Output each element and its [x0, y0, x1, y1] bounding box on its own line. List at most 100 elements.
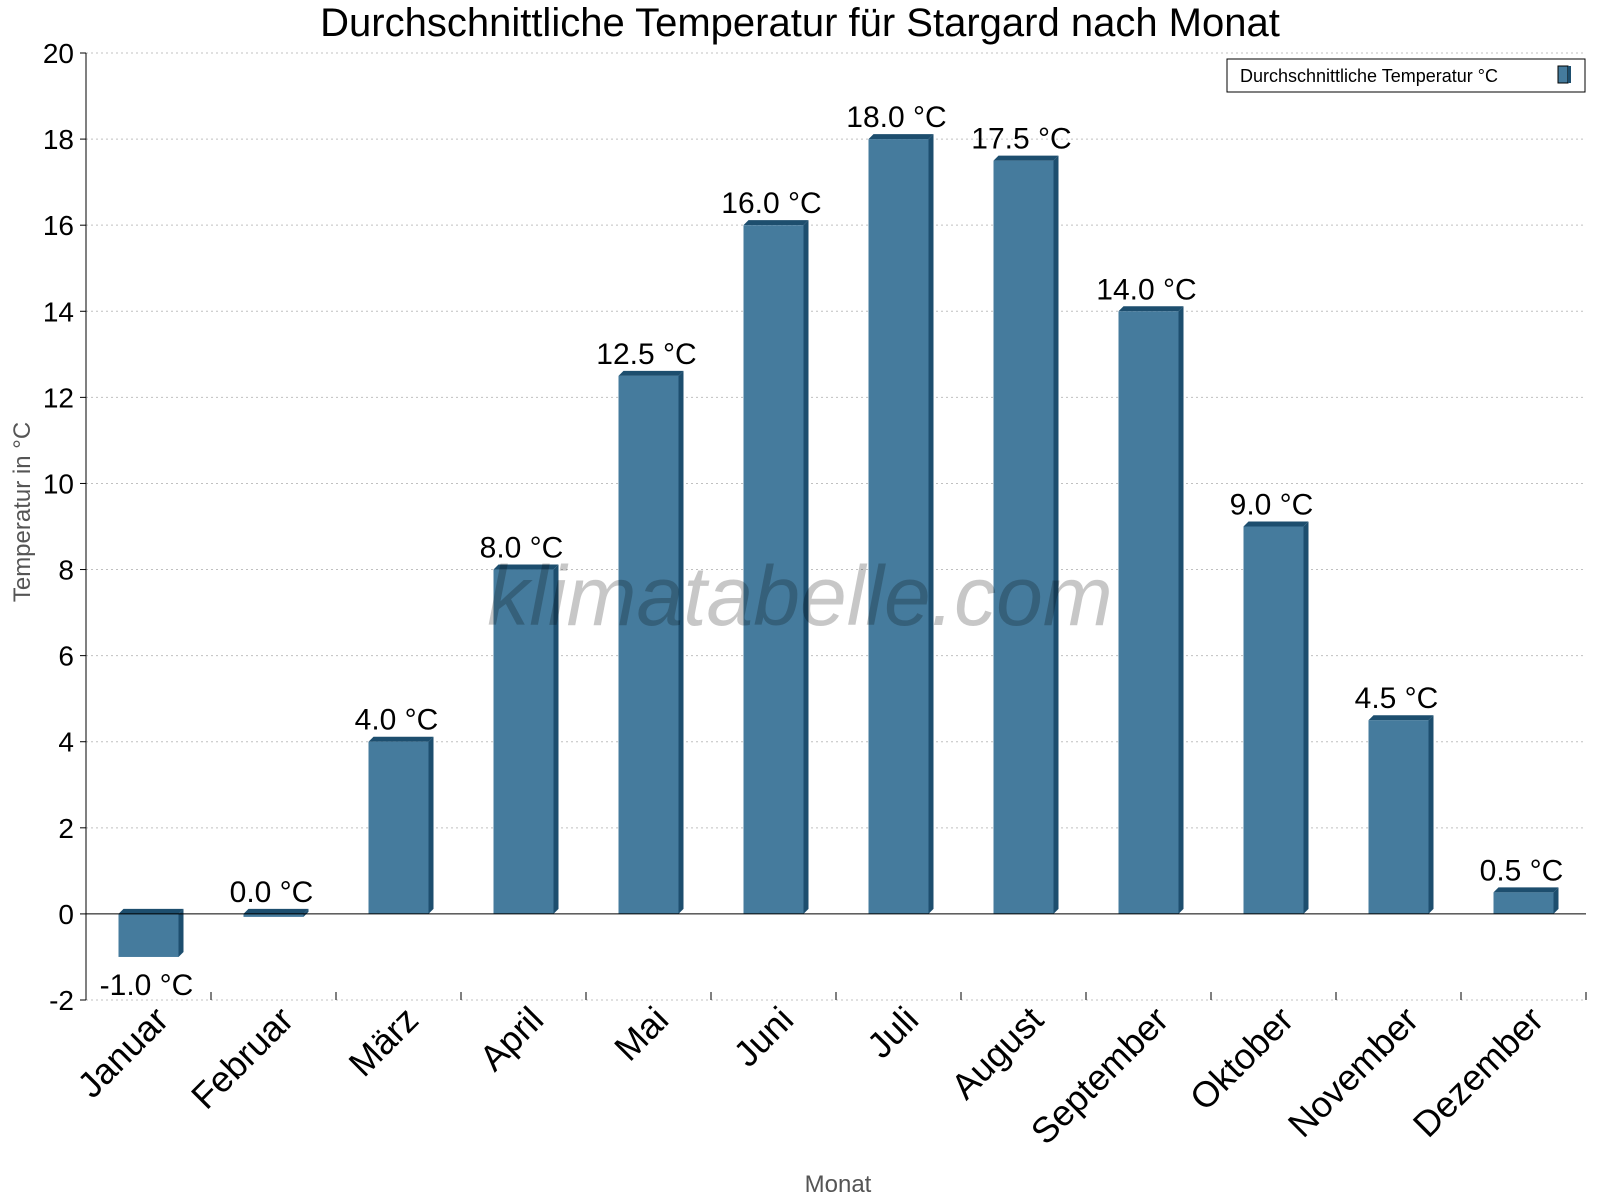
y-tick-label: 18 [43, 124, 74, 155]
y-tick-label: 16 [43, 210, 74, 241]
bar-side [303, 908, 309, 917]
bar [743, 220, 809, 914]
bar [618, 370, 684, 914]
bar-face [493, 569, 554, 914]
bar-side [803, 220, 809, 914]
bar-value-label: 4.0 °C [355, 704, 439, 737]
bar-value-label: 9.0 °C [1230, 489, 1314, 522]
y-tick-label: 6 [58, 641, 74, 672]
bar [1243, 521, 1309, 914]
bar [1368, 715, 1434, 914]
bar-top [1243, 521, 1309, 527]
bar [993, 155, 1059, 914]
bar-face [1243, 526, 1304, 914]
y-tick-labels: -2 0 2 4 6 8 10 12 14 16 18 20 [43, 38, 74, 1016]
bar-side [1553, 887, 1559, 914]
bar [493, 564, 559, 914]
y-axis-title: Temperatur in °C [9, 422, 36, 602]
bar-top [993, 155, 1059, 161]
bar [1118, 306, 1184, 914]
bar-side [1178, 306, 1184, 914]
bar-value-label: 18.0 °C [846, 101, 946, 134]
legend-swatch-side [1568, 66, 1571, 83]
bar-top [1493, 887, 1559, 893]
bar-value-label: 0.0 °C [230, 876, 314, 909]
x-category-label: Mai [606, 999, 676, 1069]
x-category-label: März [341, 999, 427, 1085]
y-tick-label: -2 [49, 985, 74, 1016]
bar-side [1428, 715, 1434, 914]
bar-side [1303, 521, 1309, 914]
x-axis-title: Monat [805, 1171, 872, 1198]
bar-side [178, 908, 184, 957]
bar-face [1368, 720, 1429, 914]
x-category-label: Dezember [1405, 999, 1551, 1145]
y-tick-label: 10 [43, 468, 74, 499]
bar-top [1118, 306, 1184, 312]
legend-swatch [1557, 65, 1569, 84]
bar-face [368, 741, 429, 914]
bar-top [243, 908, 309, 914]
chart-title: Durchschnittliche Temperatur für Stargar… [320, 1, 1280, 45]
bar-side [428, 736, 434, 914]
bar-face [1118, 311, 1179, 914]
bar-value-labels: -1.0 °C 0.0 °C 4.0 °C 8.0 °C 12.5 °C 16.0 °C 1… [100, 101, 1564, 1002]
bar-top [118, 908, 184, 914]
bars [118, 134, 1559, 957]
bar-value-label: 8.0 °C [480, 532, 564, 565]
bar-top [868, 134, 934, 140]
bar [868, 134, 934, 914]
x-category-label: November [1280, 999, 1426, 1145]
bar-value-label: 17.5 °C [971, 123, 1071, 156]
bar-value-label: 14.0 °C [1096, 273, 1196, 306]
bar-value-label: 12.5 °C [596, 338, 696, 371]
bar-value-label: 4.5 °C [1355, 682, 1439, 715]
y-tick-label: 12 [43, 382, 74, 413]
x-category-label: Juni [725, 999, 801, 1075]
x-category-label: Juli [859, 999, 926, 1066]
bar-face [868, 139, 929, 914]
y-tick-label: 8 [58, 555, 74, 586]
x-category-label: September [1023, 999, 1177, 1153]
bar-face [118, 913, 179, 957]
axes [85, 53, 1587, 1000]
grid-lines [80, 52, 1586, 1001]
y-tick-label: 4 [58, 727, 74, 758]
y-tick-label: 20 [43, 38, 74, 69]
bar-top [1368, 715, 1434, 721]
bar [1493, 887, 1559, 914]
bar-value-label: 0.5 °C [1480, 854, 1564, 887]
y-tick-label: 14 [43, 296, 74, 327]
watermark: klimatabelle.com [487, 549, 1113, 643]
bar-face [743, 225, 804, 914]
x-category-label: Oktober [1182, 999, 1302, 1119]
bar-face [993, 160, 1054, 914]
bar-side [553, 564, 559, 914]
bar-face [243, 913, 304, 917]
bar-face [1493, 892, 1554, 914]
x-category-label: August [943, 999, 1051, 1107]
bar [243, 908, 309, 917]
legend-box [1226, 58, 1586, 93]
legend-label: Durchschnittliche Temperatur °C [1240, 66, 1498, 86]
bar-face [618, 375, 679, 914]
bar [368, 736, 434, 914]
bar-top [618, 370, 684, 376]
x-category-labels: Januar Februar März April Mai Juni Juli AugustS… [69, 999, 1551, 1153]
bar-top [493, 564, 559, 570]
x-category-label: April [471, 999, 551, 1079]
bar-top [368, 736, 434, 742]
bar-side [1053, 155, 1059, 914]
x-category-label: Februar [183, 999, 301, 1117]
x-category-label: Januar [69, 999, 176, 1106]
y-tick-label: 2 [58, 813, 74, 844]
y-tick-label: 0 [58, 899, 74, 930]
bar-value-label: 16.0 °C [721, 187, 821, 220]
bar [118, 908, 184, 957]
legend: Durchschnittliche Temperatur °C [1226, 58, 1586, 93]
bar-side [928, 134, 934, 914]
bar-top [743, 220, 809, 226]
bar-side [678, 370, 684, 914]
bar-value-label: -1.0 °C [100, 969, 194, 1002]
